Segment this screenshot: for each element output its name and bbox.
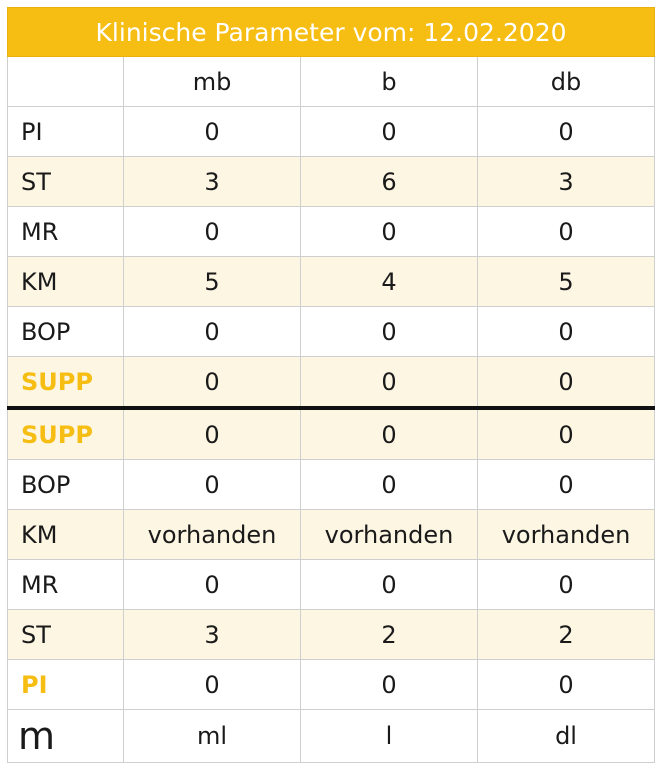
- table-row: BOP 0 0 0: [7, 306, 656, 357]
- table-row: PI 0 0 0: [7, 659, 656, 710]
- cell-mb: 0: [123, 559, 301, 610]
- table-row: KM vorhanden vorhanden vorhanden: [7, 509, 656, 560]
- parameter-table-container: Klinische Parameter vom: 12.02.2020 mb b…: [6, 7, 656, 763]
- cell-mb: 3: [123, 609, 301, 660]
- column-header-b: b: [300, 56, 478, 107]
- cell-db: 5: [476, 256, 656, 307]
- table-row: SUPP 0 0 0: [7, 356, 656, 410]
- table-row: KM 5 4 5: [7, 256, 656, 307]
- table-row: MR 0 0 0: [7, 559, 656, 610]
- row-label: KM: [7, 256, 124, 307]
- footer-label: m: [7, 709, 124, 763]
- row-label: MR: [7, 559, 124, 610]
- cell-mb: 0: [123, 206, 301, 257]
- cell-mb: 0: [123, 306, 301, 357]
- column-header-mb: mb: [123, 56, 301, 107]
- row-label: SUPP: [7, 407, 124, 460]
- row-label: KM: [7, 509, 124, 560]
- footer-row: m ml l dl: [7, 709, 656, 763]
- footer-cell-dl: dl: [476, 709, 656, 763]
- table-row: PI 0 0 0: [7, 106, 656, 157]
- row-label: ST: [7, 609, 124, 660]
- cell-mb: 0: [123, 659, 301, 710]
- cell-b: 0: [300, 106, 478, 157]
- cell-db: 0: [476, 407, 656, 460]
- cell-b: 0: [300, 459, 478, 510]
- table-row: SUPP 0 0 0: [7, 407, 656, 460]
- cell-b: 2: [300, 609, 478, 660]
- cell-b: 4: [300, 256, 478, 307]
- table-title: Klinische Parameter vom: 12.02.2020: [6, 7, 656, 57]
- row-label: SUPP: [7, 356, 124, 410]
- cell-b: 0: [300, 659, 478, 710]
- cell-mb: 0: [123, 407, 301, 460]
- cell-mb: 0: [123, 106, 301, 157]
- cell-b: 0: [300, 407, 478, 460]
- cell-b: 0: [300, 559, 478, 610]
- row-label: ST: [7, 156, 124, 207]
- cell-mb: vorhanden: [123, 509, 301, 560]
- footer-cell-ml: ml: [123, 709, 301, 763]
- corner-header-cell: [7, 56, 124, 107]
- clinical-parameter-table: Klinische Parameter vom: 12.02.2020 mb b…: [6, 7, 656, 763]
- cell-mb: 3: [123, 156, 301, 207]
- row-label: PI: [7, 106, 124, 157]
- cell-db: 0: [476, 356, 656, 410]
- row-label: BOP: [7, 459, 124, 510]
- cell-mb: 0: [123, 356, 301, 410]
- column-header-db: db: [476, 56, 656, 107]
- table-row: ST 3 2 2: [7, 609, 656, 660]
- cell-db: 0: [476, 459, 656, 510]
- cell-b: 0: [300, 356, 478, 410]
- cell-db: vorhanden: [476, 509, 656, 560]
- row-label: BOP: [7, 306, 124, 357]
- cell-b: 0: [300, 206, 478, 257]
- row-label: MR: [7, 206, 124, 257]
- table-row: MR 0 0 0: [7, 206, 656, 257]
- cell-db: 0: [476, 306, 656, 357]
- cell-mb: 5: [123, 256, 301, 307]
- footer-cell-l: l: [300, 709, 478, 763]
- cell-db: 0: [476, 106, 656, 157]
- cell-db: 3: [476, 156, 656, 207]
- cell-mb: 0: [123, 459, 301, 510]
- cell-db: 0: [476, 659, 656, 710]
- cell-db: 2: [476, 609, 656, 660]
- cell-db: 0: [476, 559, 656, 610]
- row-label: PI: [7, 659, 124, 710]
- cell-db: 0: [476, 206, 656, 257]
- table-row: ST 3 6 3: [7, 156, 656, 207]
- cell-b: 6: [300, 156, 478, 207]
- cell-b: vorhanden: [300, 509, 478, 560]
- table-row: BOP 0 0 0: [7, 459, 656, 510]
- cell-b: 0: [300, 306, 478, 357]
